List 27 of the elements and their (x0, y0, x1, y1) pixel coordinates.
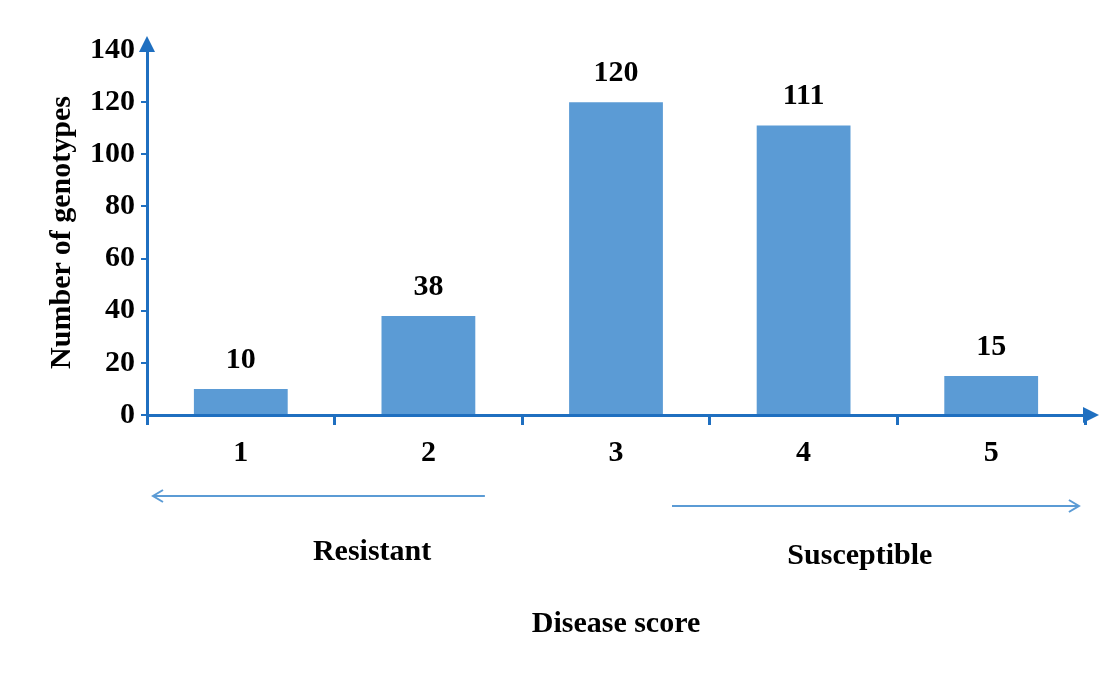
text: Resistant (312, 533, 432, 567)
y-tick-label: 40 (105, 291, 135, 325)
y-tick-label: 20 (105, 343, 135, 377)
x-tick-label: 3 (608, 433, 624, 467)
data-label: 111 (782, 77, 825, 111)
x-tick-label: 2 (420, 433, 436, 467)
y-tick-label: 60 (105, 239, 135, 273)
y-tick-label: 120 (90, 82, 135, 116)
bar (193, 388, 288, 414)
x-tick-label: 5 (983, 433, 999, 467)
x-tick-label: 1 (233, 433, 249, 467)
y-axis-title: Number of genotypes (42, 96, 76, 369)
data-label: 120 (593, 53, 639, 87)
data-label: 15 (976, 327, 1007, 361)
bar (944, 375, 1039, 414)
bar (569, 102, 663, 414)
bar (756, 125, 851, 414)
y-tick-label: 0 (120, 395, 135, 429)
y-tick-label: 80 (105, 187, 135, 221)
data-label: 10 (225, 340, 256, 374)
y-tick-label: 140 (90, 30, 135, 64)
x-tick-label: 4 (796, 433, 812, 467)
y-tick-label: 100 (90, 135, 135, 169)
bar (381, 315, 476, 414)
text: Susceptible (787, 537, 933, 571)
data-label: 38 (413, 267, 444, 301)
x-axis-title: Disease score (531, 604, 701, 638)
